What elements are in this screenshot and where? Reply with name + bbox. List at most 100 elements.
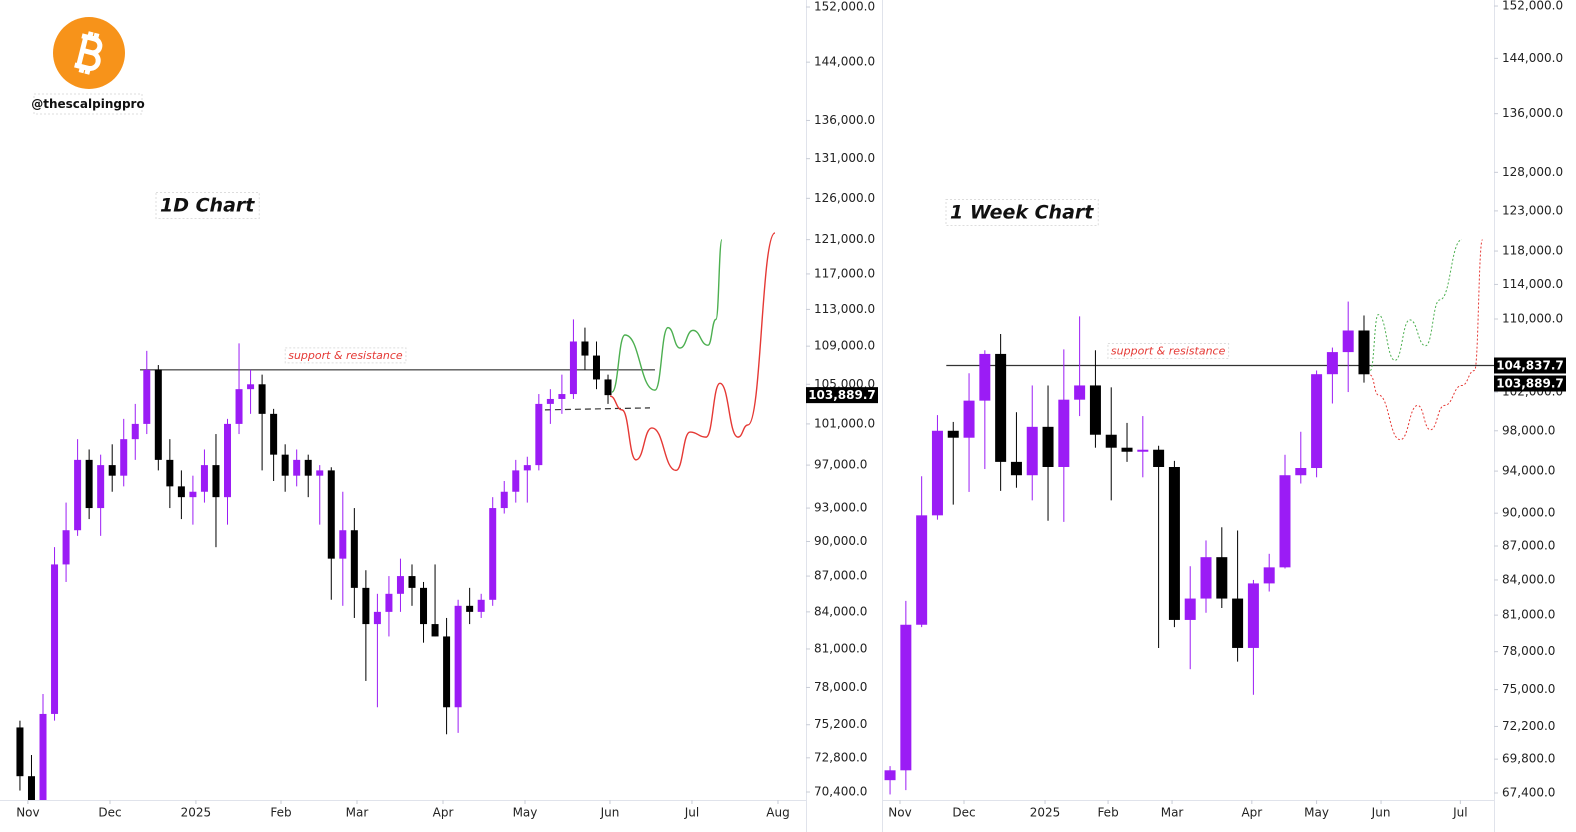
x-tick-label: Feb <box>270 806 291 820</box>
candle-body <box>569 341 577 395</box>
x-tick-label: Mar <box>1161 806 1184 820</box>
candle-body <box>339 530 347 559</box>
candle-body <box>27 776 35 800</box>
plot <box>884 239 1494 795</box>
price-label: 103,889.7 <box>808 388 876 402</box>
x-tick-label: Mar <box>346 806 369 820</box>
candle-body <box>1058 399 1070 467</box>
candle-body <box>558 394 566 399</box>
candle-body <box>1326 352 1338 375</box>
candle-body <box>500 491 508 509</box>
y-tick-label: 144,000.0 <box>814 55 875 69</box>
candle-body <box>247 384 255 390</box>
candle-body <box>1089 385 1101 435</box>
x-tick-label: Nov <box>888 806 911 820</box>
candle-body <box>1121 447 1133 452</box>
projection-path <box>609 232 776 472</box>
y-tick-label: 117,000.0 <box>814 266 875 280</box>
y-tick-label: 152,000.0 <box>814 0 875 14</box>
candle-body <box>85 459 93 509</box>
candle-body <box>143 369 151 424</box>
x-tick-label: Jun <box>600 806 620 820</box>
candle-body <box>916 515 928 625</box>
candle-body <box>212 465 220 498</box>
y-tick-label: 67,400.0 <box>1502 786 1555 800</box>
candle-body <box>931 430 943 516</box>
y-tick-label: 75,200.0 <box>814 717 867 731</box>
y-tick-label: 81,000.0 <box>814 641 867 655</box>
candle-body <box>108 465 116 476</box>
candle-body <box>1153 449 1165 467</box>
candle-body <box>385 593 393 612</box>
bitcoin-glyph <box>74 31 103 75</box>
label-box <box>1107 343 1230 360</box>
x-tick-label: May <box>1304 806 1329 820</box>
candle-body <box>327 470 335 559</box>
candle-body <box>16 727 24 777</box>
y-tick-label: 144,000.0 <box>1502 51 1563 65</box>
candle-body <box>1105 434 1117 448</box>
price-label: 103,889.7 <box>1496 377 1564 391</box>
candle-body <box>1184 598 1196 620</box>
y-tick-label: 97,000.0 <box>814 458 867 472</box>
candle-body <box>454 605 462 708</box>
y-tick-label: 87,000.0 <box>814 569 867 583</box>
x-tick-label: May <box>513 806 538 820</box>
candle-body <box>74 459 82 531</box>
y-tick-label: 87,000.0 <box>1502 538 1555 552</box>
candle-body <box>420 587 428 625</box>
candle-body <box>281 454 289 476</box>
y-tick-label: 84,000.0 <box>814 604 867 618</box>
candle-body <box>431 624 439 637</box>
y-tick-label: 81,000.0 <box>1502 608 1555 622</box>
plot <box>16 232 776 800</box>
candle-body <box>1168 466 1180 620</box>
x-tick-label: Apr <box>1241 806 1262 820</box>
price-label-box <box>1494 357 1566 374</box>
y-tick-label: 152,000.0 <box>1502 0 1563 13</box>
y-tick-label: 72,200.0 <box>1502 719 1555 733</box>
candle-body <box>592 355 600 380</box>
candle-body <box>51 564 59 714</box>
candle-body <box>154 369 162 460</box>
y-tick-label: 98,000.0 <box>1502 423 1555 437</box>
y-tick-label: 109,000.0 <box>814 339 875 353</box>
y-tick-label: 93,000.0 <box>814 501 867 515</box>
x-tick-label: Dec <box>98 806 121 820</box>
candle-body <box>1295 468 1307 476</box>
candle-body <box>1042 426 1054 467</box>
candle-body <box>963 400 975 438</box>
x-tick-label: Jun <box>1371 806 1391 820</box>
y-tick-label: 90,000.0 <box>1502 506 1555 520</box>
candle-body <box>97 465 105 509</box>
y-tick-label: 70,400.0 <box>814 785 867 799</box>
x-tick-label: Nov <box>16 806 39 820</box>
candle-body <box>604 379 612 396</box>
y-tick-label: 78,000.0 <box>1502 644 1555 658</box>
candle-body <box>884 770 896 781</box>
candle-body <box>1279 475 1291 568</box>
candle-body <box>189 491 197 498</box>
projection-path <box>1370 239 1483 441</box>
candle-body <box>235 389 243 424</box>
projection-path <box>611 238 723 393</box>
x-tick-label: Jul <box>684 806 699 820</box>
candle-body <box>293 459 301 476</box>
x-tick-label: Feb <box>1097 806 1118 820</box>
y-tick-label: 84,000.0 <box>1502 572 1555 586</box>
candle-body <box>443 636 451 708</box>
handle-box <box>33 93 143 115</box>
y-tick-label: 113,000.0 <box>814 302 875 316</box>
candle-body <box>224 423 232 498</box>
y-tick-label: 136,000.0 <box>814 113 875 127</box>
candle-body <box>1263 567 1275 584</box>
x-tick-label: Jul <box>1452 806 1467 820</box>
y-tick-label: 136,000.0 <box>1502 106 1563 120</box>
candle-body <box>1074 385 1086 400</box>
y-tick-label: 75,000.0 <box>1502 682 1555 696</box>
handle: @thescalpingpro <box>31 97 144 111</box>
candle-body <box>581 341 589 356</box>
x-tick-label: Apr <box>433 806 454 820</box>
y-tick-label: 110,000.0 <box>1502 311 1563 325</box>
